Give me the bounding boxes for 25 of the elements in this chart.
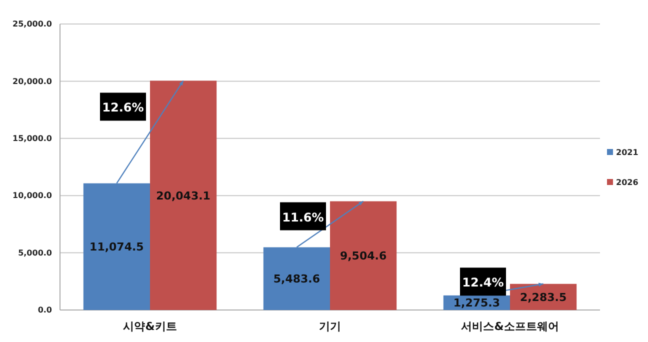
x-tick-label: 서비스&소프트웨어 — [461, 320, 559, 333]
data-label: 20,043.1 — [156, 189, 210, 202]
x-tick-label: 시약&키트 — [123, 320, 177, 333]
arrow-callout: 12.6% — [100, 80, 184, 184]
data-label: 1,275.3 — [453, 296, 500, 310]
annotation: 12.4% — [462, 276, 504, 290]
legend-label: 2026 — [616, 178, 639, 187]
arrow-callout: 11.6% — [280, 200, 364, 248]
data-label: 5,483.6 — [273, 272, 320, 286]
y-tick-label: 20,000.0 — [12, 76, 52, 86]
y-tick-label: 15,000.0 — [12, 134, 52, 143]
y-tick-label: 5,000.0 — [18, 248, 52, 258]
bar — [83, 183, 150, 310]
bar — [330, 201, 397, 310]
y-tick-label: 0.0 — [38, 306, 52, 315]
x-tick-label: 기기 — [319, 320, 341, 333]
annotation: 11.6% — [282, 210, 324, 224]
data-label: 9,504.6 — [340, 250, 387, 263]
y-tick-label: 25,000.0 — [12, 20, 52, 29]
annotation: 12.6% — [102, 100, 144, 115]
bar — [150, 80, 217, 310]
legend-label: 2021 — [616, 148, 639, 157]
y-tick-label: 10,000.0 — [12, 191, 52, 200]
data-label: 11,074.5 — [90, 240, 144, 254]
bar — [263, 247, 330, 310]
